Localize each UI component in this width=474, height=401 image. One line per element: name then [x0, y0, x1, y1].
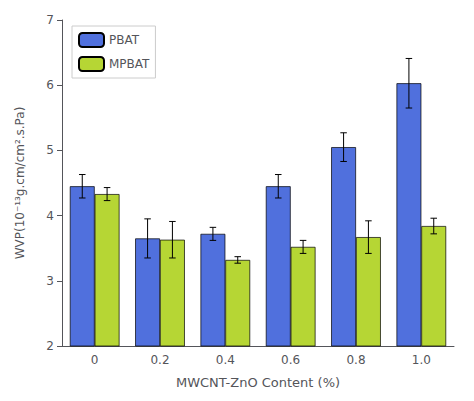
svg-text:0.6: 0.6 — [281, 353, 300, 367]
svg-text:0.8: 0.8 — [346, 353, 365, 367]
svg-text:6: 6 — [46, 78, 54, 92]
svg-text:MWCNT-ZnO Content (%): MWCNT-ZnO Content (%) — [176, 375, 340, 390]
svg-text:PBAT: PBAT — [109, 33, 140, 47]
svg-text:0: 0 — [91, 353, 99, 367]
svg-text:0.4: 0.4 — [216, 353, 235, 367]
svg-text:1.0: 1.0 — [412, 353, 431, 367]
svg-text:2: 2 — [46, 339, 54, 353]
svg-text:0.2: 0.2 — [150, 353, 169, 367]
svg-text:3: 3 — [46, 274, 54, 288]
svg-text:WVP(10⁻¹³g.cm/cm².s.Pa): WVP(10⁻¹³g.cm/cm².s.Pa) — [13, 107, 27, 260]
svg-text:4: 4 — [46, 209, 54, 223]
svg-text:MPBAT: MPBAT — [109, 57, 150, 71]
svg-text:5: 5 — [46, 143, 54, 157]
svg-text:7: 7 — [46, 13, 54, 27]
